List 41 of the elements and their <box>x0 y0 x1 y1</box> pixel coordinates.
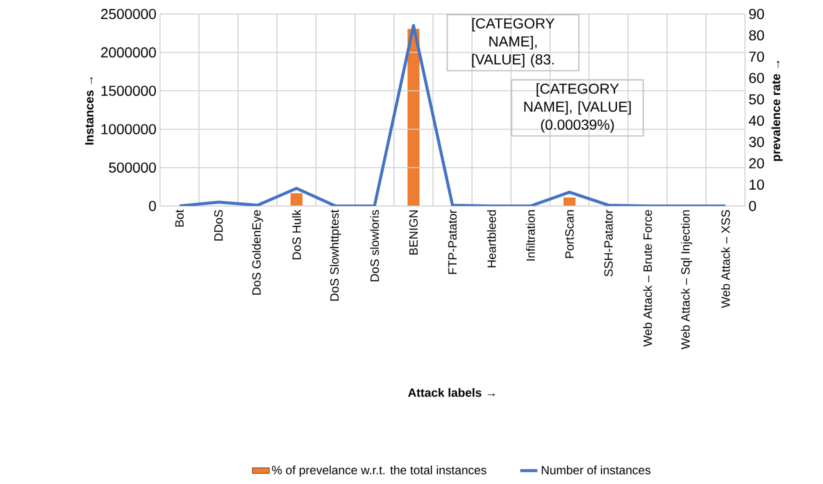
y-tick-label: 1500000 <box>102 86 156 96</box>
legend-label: % of prevelance w.r.t. the total instances <box>272 466 486 477</box>
x-axis-title: Attack labels → <box>408 388 495 397</box>
bar <box>290 193 302 206</box>
y-tick-label: 500000 <box>109 162 156 173</box>
bar <box>408 28 420 206</box>
y2-tick-label: 40 <box>748 116 764 126</box>
y2-axis-title: prevalence rate → <box>771 60 783 161</box>
x-tick-label: FTP-Patator <box>448 210 457 274</box>
y2-tick-label: 90 <box>749 8 764 20</box>
x-tick-label: DoS GoldenEye <box>252 210 264 295</box>
x-tick-label: Bot <box>175 210 184 227</box>
x-tick-label: Web Attack – Brute Force <box>643 210 652 347</box>
x-tick-label: PortScan <box>565 210 574 258</box>
y2-tick-label: 50 <box>749 94 764 104</box>
y2-tick-label: 10 <box>750 180 764 190</box>
y-axis-title: Instances → <box>85 77 94 145</box>
x-tick-label: Heartbleed <box>487 210 496 268</box>
y2-tick-label: 60 <box>749 72 764 84</box>
y-tick-label: 2000000 <box>101 47 156 58</box>
x-tick-label: BENIGN <box>409 210 418 255</box>
y2-tick-label: 30 <box>749 136 764 148</box>
y-tick-label: 1000000 <box>102 124 156 134</box>
x-tick-label: Web Attack – XSS <box>721 210 730 308</box>
y-tick-label: 2500000 <box>101 8 156 20</box>
x-tick-label: SSH-Patator <box>604 210 613 276</box>
annotation: [CATEGORY NAME], [VALUE] (0.00039%) <box>524 83 631 133</box>
y2-tick-label: 70 <box>749 52 764 62</box>
x-tick-label: Web Attack – Sql Injection <box>680 210 692 350</box>
bar <box>563 197 576 206</box>
y-tick-label: 0 <box>149 200 156 212</box>
y2-tick-label: 20 <box>749 158 764 168</box>
annotation: [CATEGORY NAME], [VALUE] (83. <box>472 18 555 68</box>
x-tick-label: DDoS <box>214 210 223 241</box>
y2-tick-label: 0 <box>749 200 756 212</box>
x-tick-label: DoS Hulk <box>292 210 301 260</box>
y2-tick-label: 80 <box>749 30 764 40</box>
x-tick-label: DoS slowloris <box>370 210 379 282</box>
x-tick-label: DoS Slowhttptest <box>330 210 342 301</box>
legend-label: Number of instances <box>542 466 650 474</box>
x-tick-label: Infiltration <box>526 210 535 260</box>
